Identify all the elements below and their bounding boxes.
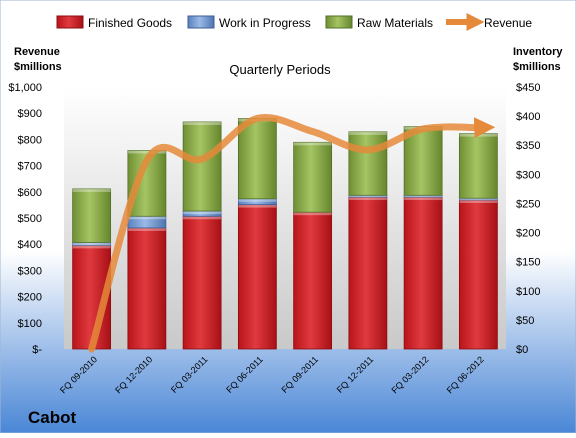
- legend-label-raw-materials: Raw Materials: [357, 16, 433, 30]
- bar-segment-finished-goods: [348, 196, 388, 350]
- left-tick-label: $-: [32, 344, 42, 356]
- bar-segment-highlight: [72, 188, 111, 192]
- left-tick-label: $1,000: [8, 82, 42, 94]
- chart-title: Quarterly Periods: [229, 62, 331, 77]
- left-tick-label: $800: [18, 134, 42, 146]
- bar-segment-highlight: [348, 197, 387, 201]
- right-axis-ticks: $0 $50 $100 $150 $200 $250 $300 $350 $400 $450: [516, 82, 540, 356]
- bar-segment-highlight: [238, 204, 277, 208]
- legend-swatch-finished-goods: [56, 15, 84, 29]
- bar-segment-highlight: [183, 216, 222, 220]
- right-tick-label: $250: [516, 198, 540, 210]
- bar-segment-highlight: [293, 212, 332, 216]
- bar-segment-highlight: [127, 227, 166, 231]
- bar-segment-highlight: [183, 211, 222, 215]
- bar-segment-highlight: [348, 195, 387, 198]
- bar-segment-highlight: [183, 121, 222, 125]
- bar-segment-highlight: [72, 242, 111, 246]
- right-axis-title-line-2: $millions: [513, 61, 561, 73]
- left-tick-label: $300: [18, 265, 42, 277]
- legend-label-revenue: Revenue: [484, 16, 532, 30]
- right-tick-label: $100: [516, 286, 540, 298]
- bar-segment-raw-materials: [293, 141, 333, 213]
- bar-segment-highlight: [293, 142, 332, 146]
- bar-segment-finished-goods: [182, 215, 222, 350]
- bar-segment-raw-materials: [72, 188, 112, 243]
- revenue-line: [88, 113, 496, 353]
- company-name: Cabot: [28, 408, 77, 427]
- right-tick-label: $200: [516, 228, 540, 240]
- right-tick-label: $300: [516, 169, 540, 181]
- legend-label-work-in-progress: Work in Progress: [219, 16, 311, 30]
- legend-item-work-in-progress: Work in Progress: [187, 15, 311, 30]
- bar-segment-highlight: [127, 216, 166, 220]
- left-tick-label: $500: [18, 213, 42, 225]
- left-tick-label: $600: [18, 187, 42, 199]
- bar-segment-raw-materials: [458, 133, 498, 199]
- bar-segment-finished-goods: [293, 211, 333, 350]
- bar-segment-raw-materials: [182, 121, 222, 212]
- bar-segment-raw-materials: [403, 126, 443, 196]
- bar-segment-finished-goods: [403, 196, 443, 350]
- legend-item-finished-goods: Finished Goods: [56, 15, 172, 30]
- bar-segment-raw-materials: [348, 131, 388, 196]
- left-tick-label: $100: [18, 318, 42, 330]
- legend-swatch-raw-materials: [325, 15, 353, 29]
- left-axis-title-line-2: $millions: [14, 61, 62, 73]
- revenue-line-layer: [88, 113, 496, 353]
- bar-segment-highlight: [404, 197, 443, 201]
- legend-label-finished-goods: Finished Goods: [88, 16, 172, 30]
- left-tick-label: $700: [18, 161, 42, 173]
- bar-segment-highlight: [348, 131, 387, 135]
- bar-segment-finished-goods: [127, 227, 167, 350]
- left-tick-label: $900: [18, 108, 42, 120]
- bar-segment-highlight: [404, 195, 443, 198]
- right-tick-label: $0: [516, 344, 528, 356]
- legend-swatch-work-in-progress: [187, 15, 215, 29]
- left-axis-title-line-1: Revenue: [14, 46, 60, 58]
- right-tick-label: $150: [516, 257, 540, 269]
- bar-stacks: [72, 118, 498, 350]
- bar-segment-highlight: [459, 199, 498, 203]
- right-axis-title-line-1: Inventory: [513, 46, 563, 58]
- right-tick-label: $450: [516, 82, 540, 94]
- bar-segment-highlight: [127, 150, 166, 154]
- left-axis-ticks: $- $100 $200 $300 $400 $500 $600 $700 $800 $900 $1…: [8, 82, 42, 356]
- bar-segment-highlight: [459, 198, 498, 200]
- left-tick-label: $200: [18, 292, 42, 304]
- legend-item-revenue: Revenue: [446, 13, 532, 31]
- left-tick-label: $400: [18, 239, 42, 251]
- right-tick-label: $50: [516, 315, 534, 327]
- right-tick-label: $400: [516, 111, 540, 123]
- bar-segment-highlight: [459, 133, 498, 137]
- bar-segment-finished-goods: [237, 204, 277, 350]
- legend: Finished Goods Work in Progress Raw Mate…: [56, 13, 532, 31]
- bar-segment-raw-materials: [237, 118, 277, 200]
- legend-item-raw-materials: Raw Materials: [325, 15, 433, 30]
- bar-segment-finished-goods: [458, 199, 498, 350]
- right-tick-label: $350: [516, 140, 540, 152]
- bar-segment-highlight: [72, 245, 111, 249]
- bar-segment-highlight: [238, 198, 277, 202]
